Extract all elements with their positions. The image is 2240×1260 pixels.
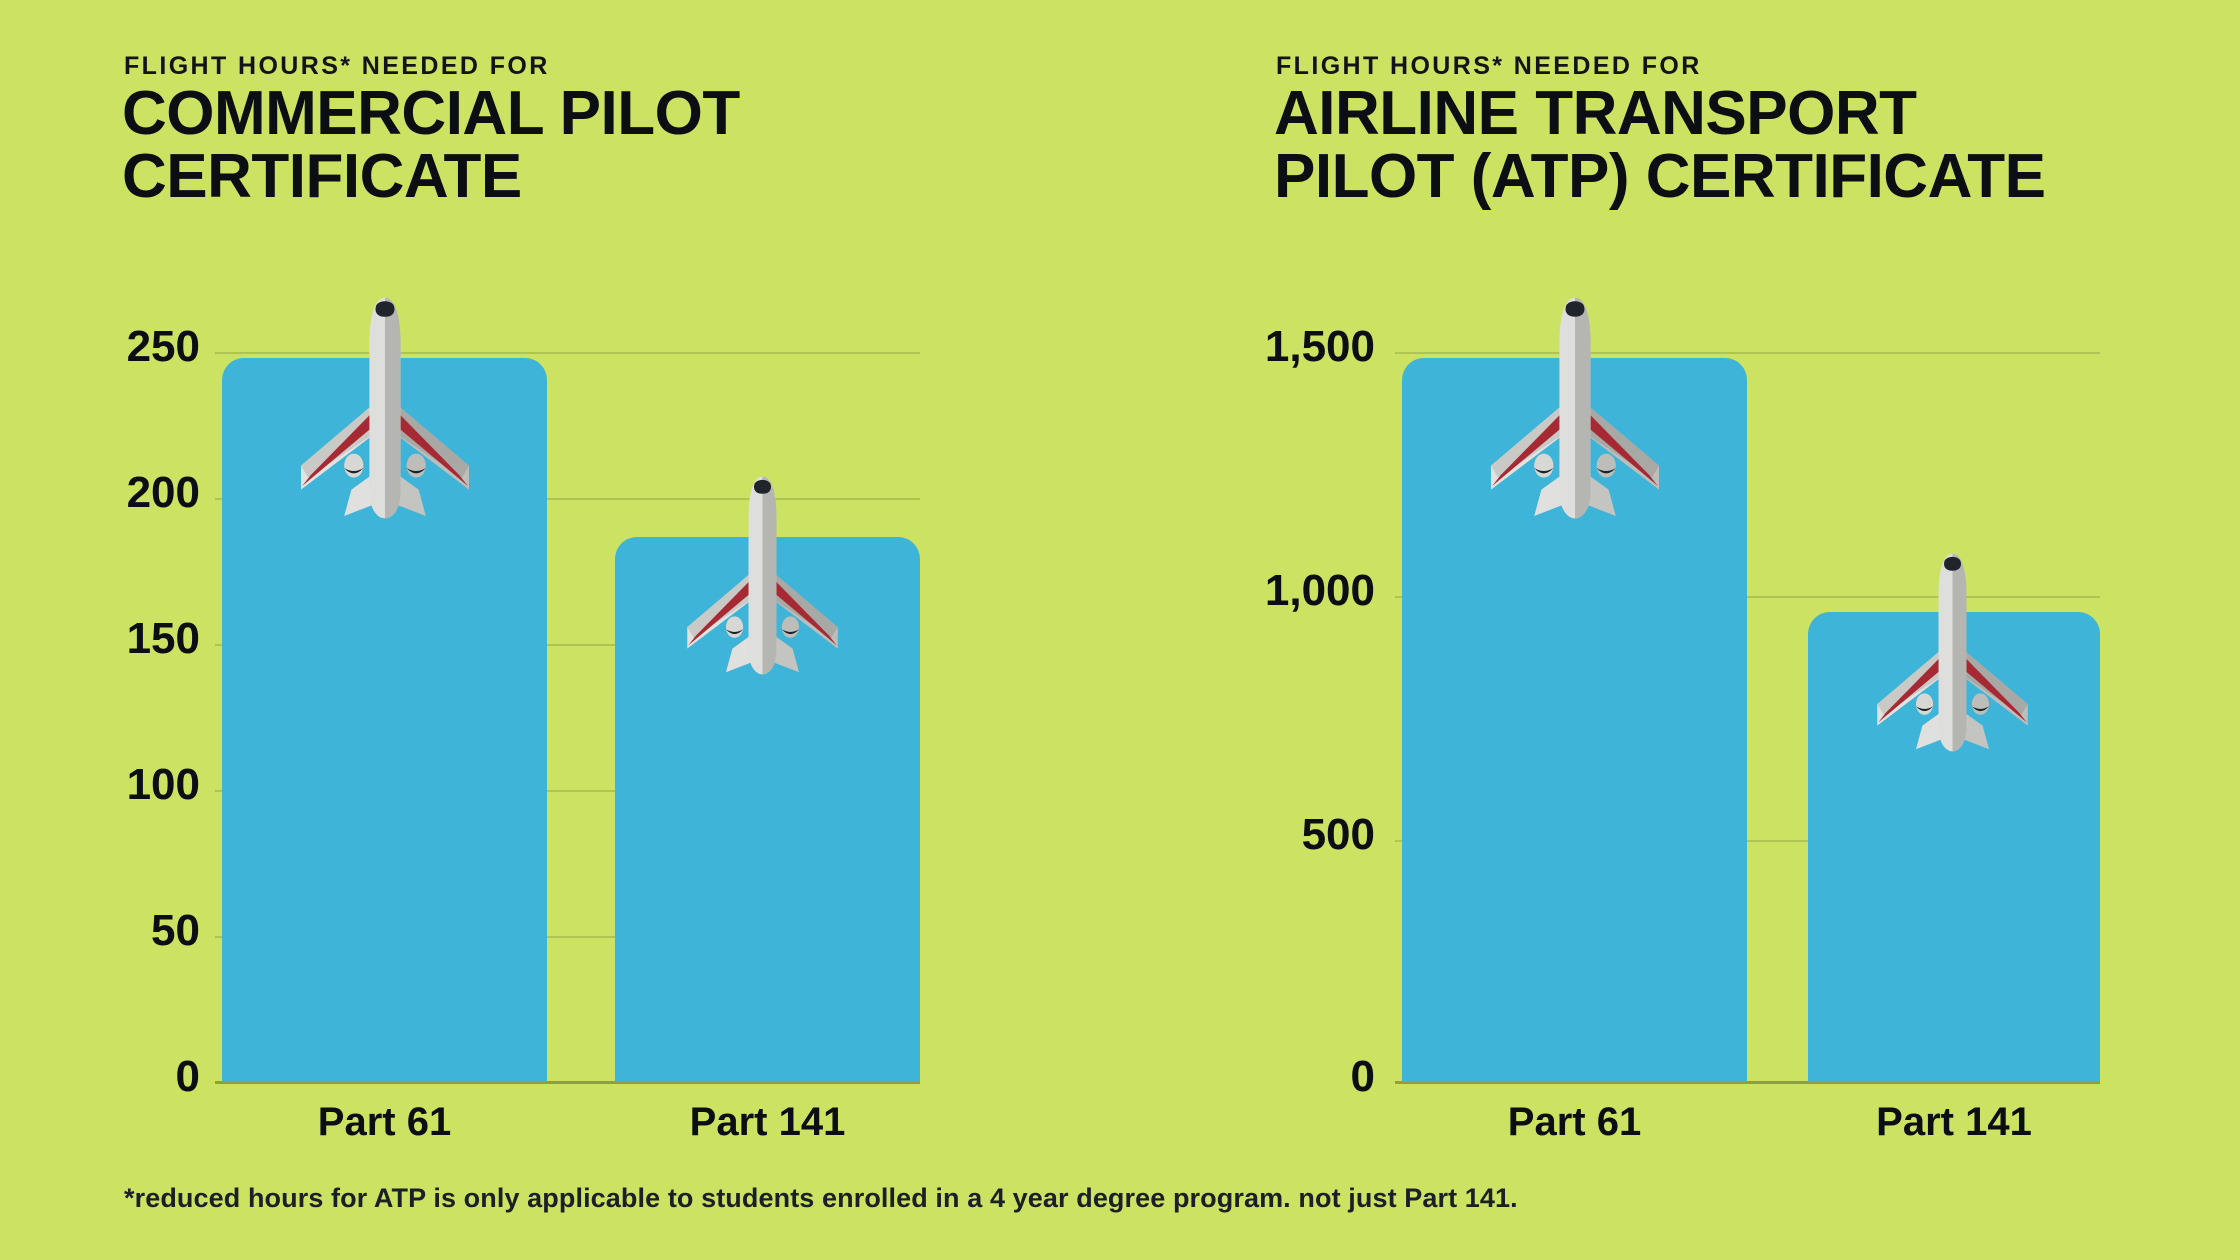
gridline-50 (215, 936, 920, 938)
ytick-label: 50 (151, 906, 200, 955)
ytick-label: 150 (126, 614, 200, 663)
title-line-1: COMMERCIAL PILOT (122, 79, 740, 148)
ytick-label: 1,000 (1264, 566, 1375, 615)
ytick-label: 200 (126, 468, 200, 517)
gridline-100 (215, 790, 920, 792)
airplane-icon (1845, 545, 2060, 760)
ytick-label: 1,500 (1264, 322, 1375, 371)
kicker-commercial: FLIGHT HOURS* NEEDED FOR (124, 52, 550, 80)
x-axis-line (1395, 1081, 2100, 1084)
title-line-2: CERTIFICATE (122, 142, 522, 212)
chart-panel-commercial-pilot: FLIGHT HOURS* NEEDED FOR COMMERCIAL PILO… (122, 52, 920, 1144)
airplane-icon (655, 468, 870, 683)
gridline-1500 (1395, 352, 2100, 354)
airplane-icon (1455, 288, 1695, 528)
ytick-label: 500 (1301, 810, 1375, 859)
gridline-500 (1395, 840, 2100, 842)
plot-area-commercial: 250 200 150 100 50 0 (126, 288, 920, 1144)
gridline-200 (215, 498, 920, 500)
page-title-atp: AIRLINE TRANSPORT PILOT (ATP) CERTIFICAT… (1274, 79, 2046, 212)
airplane-icon (265, 288, 505, 528)
x-axis-line (215, 1081, 920, 1084)
plot-area-atp: 1,500 1,000 500 0 (1120, 0, 2240, 1260)
chart-panel-atp: FLIGHT HOURS* NEEDED FOR AIRLINE TRANSPO… (1120, 0, 2240, 1260)
gridline-1000 (1395, 596, 2100, 598)
x-axis-label-part-61: Part 61 (1507, 1100, 1642, 1144)
title-line-1: AIRLINE TRANSPORT (1274, 79, 1917, 148)
ytick-label: 100 (126, 760, 200, 809)
x-axis-label-part-61: Part 61 (317, 1100, 452, 1144)
ytick-label: 0 (1350, 1052, 1375, 1101)
ytick-label: 250 (126, 322, 200, 371)
x-axis-label-part-141: Part 141 (1876, 1100, 2032, 1144)
title-line-2: PILOT (ATP) CERTIFICATE (1274, 142, 2046, 212)
footnote-text: *reduced hours for ATP is only applicabl… (124, 1183, 1518, 1213)
gridline-150 (215, 644, 920, 646)
x-axis-label-part-141: Part 141 (689, 1100, 846, 1144)
ytick-label: 0 (175, 1052, 200, 1101)
kicker-atp: FLIGHT HOURS* NEEDED FOR (1276, 52, 1702, 80)
page-title-commercial: COMMERCIAL PILOT CERTIFICATE (122, 79, 740, 212)
gridline-250 (215, 352, 920, 354)
